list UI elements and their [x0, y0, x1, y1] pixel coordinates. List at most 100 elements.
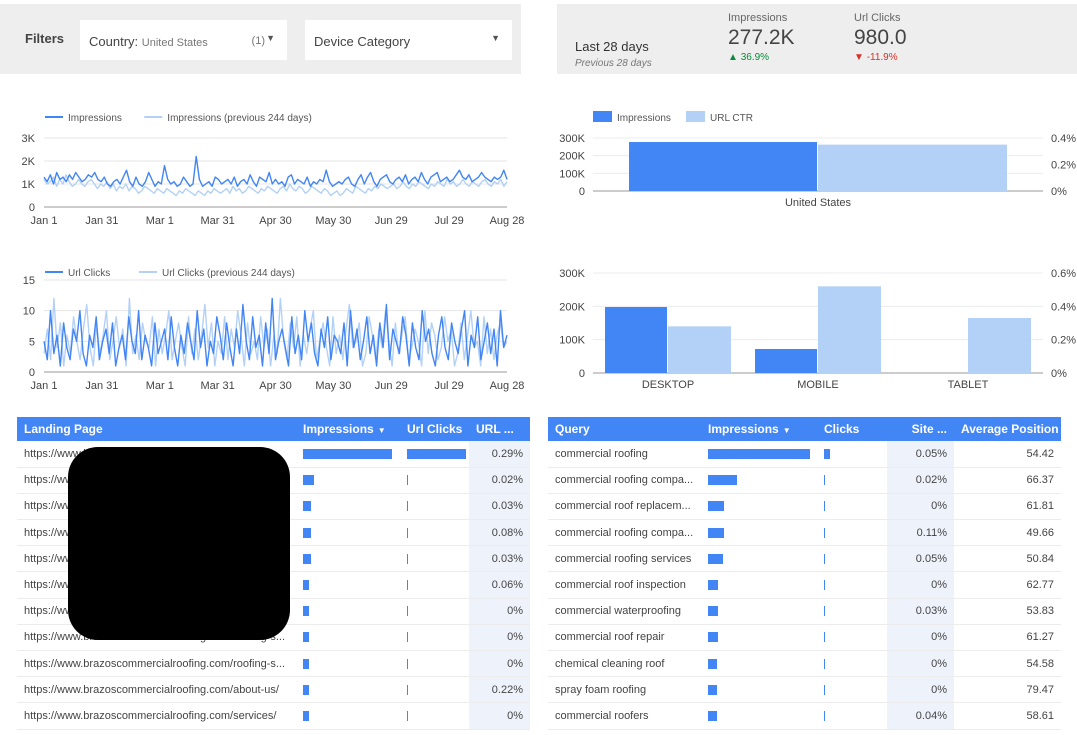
site-ctr-cell: 0% — [887, 676, 954, 704]
clicks-metric-value: 980.0 — [854, 26, 907, 49]
x-tick-label: Jan 31 — [85, 380, 118, 392]
table-row[interactable]: commercial roofing services 0.05% 50.84 — [548, 545, 1061, 573]
x-tick-label: Jul 29 — [434, 215, 463, 227]
average-position-cell: 53.83 — [954, 598, 1061, 625]
comparison-range-label: Previous 28 days — [575, 58, 652, 69]
site-ctr-cell: 0.04% — [887, 702, 954, 730]
url-clicks-cell — [400, 441, 469, 468]
site-ctr-value: 0% — [931, 579, 947, 592]
average-position-cell: 54.58 — [954, 650, 1061, 678]
col-query[interactable]: Query — [548, 417, 701, 441]
site-ctr-value: 0.05% — [915, 447, 947, 460]
impressions-cell — [701, 493, 817, 521]
url-clicks-cell — [400, 624, 469, 652]
url-clicks-bar — [407, 553, 408, 564]
url-ctr-cell: 0.06% — [469, 571, 530, 599]
legend-label: Url Clicks (previous 244 days) — [162, 268, 295, 279]
col-query-impressions[interactable]: Impressions ▼ — [701, 417, 817, 441]
date-range-label[interactable]: Last 28 days — [575, 39, 649, 54]
average-position-value: 50.84 — [1026, 552, 1054, 565]
table-row[interactable]: commercial roofing compa... 0.02% 66.37 — [548, 467, 1061, 494]
y-left-tick-label: 100K — [559, 168, 585, 180]
col-impressions-label: Impressions — [303, 422, 374, 436]
url-clicks-cell — [400, 676, 469, 704]
clicks-bar — [824, 632, 825, 643]
query-cell[interactable]: commercial roof replacem... — [548, 493, 701, 521]
table-row[interactable]: commercial roof inspection 0% 62.77 — [548, 571, 1061, 599]
query-cell[interactable]: commercial roofers — [548, 702, 701, 730]
impressions-cell — [296, 467, 400, 494]
url-clicks-bar — [407, 580, 408, 591]
legend-label: Impressions — [68, 113, 122, 124]
table-row[interactable]: commercial roofing 0.05% 54.42 — [548, 441, 1061, 468]
url-clicks-cell — [400, 571, 469, 599]
query-cell[interactable]: commercial roof repair — [548, 624, 701, 652]
query-text: commercial roof inspection — [555, 579, 686, 592]
col-landing-page[interactable]: Landing Page — [17, 417, 296, 441]
col-url-ctr[interactable]: URL ... — [469, 417, 530, 441]
table-row[interactable]: commercial roof repair 0% 61.27 — [548, 624, 1061, 652]
table-row[interactable]: spray foam roofing 0% 79.47 — [548, 676, 1061, 704]
url-ctr-cell: 0.03% — [469, 493, 530, 521]
average-position-cell: 49.66 — [954, 519, 1061, 547]
y-left-tick-label: 200K — [559, 301, 585, 313]
bar — [755, 349, 817, 373]
query-cell[interactable]: commercial roofing — [548, 441, 701, 468]
country-filter[interactable]: Country: United States (1) ▼ — [80, 20, 287, 60]
url-ctr-cell: 0.03% — [469, 545, 530, 573]
col-impressions[interactable]: Impressions ▼ — [296, 417, 400, 441]
table-row[interactable]: commercial roofers 0.04% 58.61 — [548, 702, 1061, 730]
impressions-bar — [708, 527, 725, 538]
url-ctr-value: 0.02% — [491, 474, 523, 487]
impressions-bar — [303, 448, 392, 459]
landing-page-cell[interactable]: https://www.brazoscommercialroofing.com/… — [17, 702, 296, 730]
x-tick-label: Jun 29 — [375, 215, 408, 227]
clicks-bar — [824, 606, 825, 617]
query-cell[interactable]: commercial roof inspection — [548, 571, 701, 599]
impressions-cell — [701, 571, 817, 599]
query-cell[interactable]: commercial waterproofing — [548, 598, 701, 625]
sort-desc-icon: ▼ — [782, 426, 791, 435]
redaction-overlay — [68, 447, 290, 640]
y-tick-label: 3K — [22, 133, 36, 145]
y-tick-label: 1K — [22, 179, 36, 191]
average-position-value: 53.83 — [1026, 605, 1054, 618]
col-clicks[interactable]: Clicks — [817, 417, 887, 441]
query-cell[interactable]: commercial roofing compa... — [548, 519, 701, 547]
impressions-cell — [701, 598, 817, 625]
col-average-position[interactable]: Average Position — [954, 417, 1061, 441]
site-ctr-value: 0% — [931, 500, 947, 513]
table-row[interactable]: commercial waterproofing 0.03% 53.83 — [548, 598, 1061, 625]
col-landing-page-label: Landing Page — [24, 422, 103, 436]
clicks-cell — [817, 545, 887, 573]
clicks-delta-value: -11.9% — [866, 52, 898, 63]
table-row[interactable]: chemical cleaning roof 0% 54.58 — [548, 650, 1061, 678]
table-row[interactable]: https://www.brazoscommercialroofing.com/… — [17, 650, 530, 678]
device-category-filter[interactable]: Device Category ▼ — [305, 20, 512, 60]
table-row[interactable]: commercial roof replacem... 0% 61.81 — [548, 493, 1061, 521]
col-url-clicks[interactable]: Url Clicks — [400, 417, 469, 441]
country-filter-count: (1) — [251, 35, 265, 47]
landing-page-cell[interactable]: https://www.brazoscommercialroofing.com/… — [17, 650, 296, 678]
x-tick-label: May 30 — [315, 215, 351, 227]
col-site-ctr[interactable]: Site ... — [887, 417, 954, 441]
landing-page-cell[interactable]: https://www.brazoscommercialroofing.com/… — [17, 676, 296, 704]
impressions-bar — [303, 658, 309, 669]
url-clicks-cell — [400, 467, 469, 494]
y-left-tick-label: 100K — [559, 335, 585, 347]
col-query-label: Query — [555, 422, 590, 436]
query-cell[interactable]: chemical cleaning roof — [548, 650, 701, 678]
query-cell[interactable]: commercial roofing compa... — [548, 467, 701, 494]
url-ctr-cell: 0.29% — [469, 441, 530, 468]
impressions-bar — [708, 658, 718, 669]
table-row[interactable]: commercial roofing compa... 0.11% 49.66 — [548, 519, 1061, 547]
table-row[interactable]: https://www.brazoscommercialroofing.com/… — [17, 702, 530, 730]
query-cell[interactable]: spray foam roofing — [548, 676, 701, 704]
url-ctr-value: 0% — [507, 709, 523, 722]
table-row[interactable]: https://www.brazoscommercialroofing.com/… — [17, 676, 530, 704]
url-clicks-cell — [400, 702, 469, 730]
impressions-cell — [296, 598, 400, 625]
landing-page-table: Landing Page Impressions ▼ Url Clicks URL… — [17, 417, 530, 730]
query-cell[interactable]: commercial roofing services — [548, 545, 701, 573]
y-right-tick-label: 0.4% — [1051, 301, 1076, 313]
